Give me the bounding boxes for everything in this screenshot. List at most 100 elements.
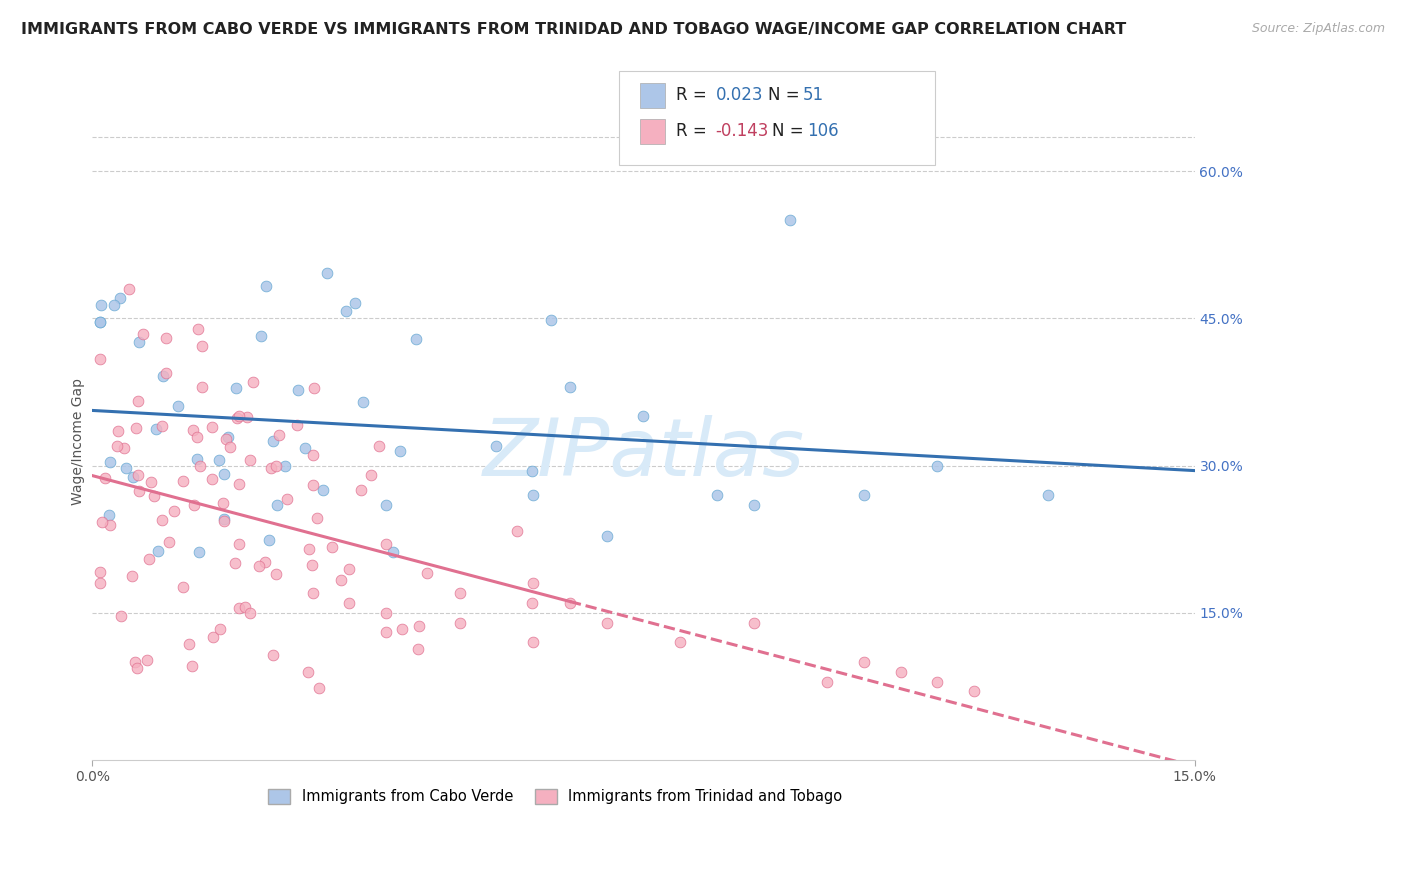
Point xyxy=(212,512,235,526)
Point xyxy=(927,458,949,473)
Point xyxy=(186,451,208,466)
Point xyxy=(520,464,543,478)
Point xyxy=(408,642,430,657)
Point xyxy=(89,316,111,330)
Point xyxy=(228,409,250,424)
Point xyxy=(188,545,211,559)
Point xyxy=(180,658,202,673)
Legend: Immigrants from Cabo Verde, Immigrants from Trinidad and Tobago: Immigrants from Cabo Verde, Immigrants f… xyxy=(262,783,848,810)
Point xyxy=(191,339,214,353)
Point xyxy=(890,665,912,679)
Point xyxy=(506,524,529,538)
Point xyxy=(239,452,262,467)
Point xyxy=(107,424,129,438)
Point xyxy=(91,515,114,529)
Point xyxy=(94,471,117,485)
Point xyxy=(236,409,259,424)
Point xyxy=(329,574,352,588)
Point xyxy=(247,558,270,573)
Point xyxy=(669,635,692,649)
Point xyxy=(742,615,765,630)
Point xyxy=(125,420,148,434)
Point xyxy=(208,453,231,467)
Text: 0.023: 0.023 xyxy=(716,87,763,104)
Point xyxy=(226,410,249,425)
Point xyxy=(150,513,173,527)
Text: IMMIGRANTS FROM CABO VERDE VS IMMIGRANTS FROM TRINIDAD AND TOBAGO WAGE/INCOME GA: IMMIGRANTS FROM CABO VERDE VS IMMIGRANTS… xyxy=(21,22,1126,37)
Point xyxy=(211,495,233,509)
Point xyxy=(191,380,214,394)
Point xyxy=(260,461,283,475)
Point xyxy=(335,304,357,318)
Point xyxy=(183,498,205,512)
Point xyxy=(201,419,224,434)
Point xyxy=(98,455,121,469)
Point xyxy=(285,417,308,432)
Point xyxy=(367,439,389,453)
Point xyxy=(127,660,149,674)
Point xyxy=(302,381,325,395)
Text: N =: N = xyxy=(772,122,808,140)
Point xyxy=(779,213,801,227)
Point xyxy=(316,266,339,280)
Point xyxy=(225,381,247,395)
Point xyxy=(177,637,200,651)
Point xyxy=(485,439,508,453)
Point xyxy=(209,622,232,636)
Text: 51: 51 xyxy=(803,87,824,104)
Point xyxy=(388,443,411,458)
Point xyxy=(163,504,186,518)
Text: ZIPatlas: ZIPatlas xyxy=(482,415,804,492)
Point xyxy=(217,430,239,444)
Point xyxy=(172,474,194,488)
Point xyxy=(540,313,562,327)
Point xyxy=(262,648,284,663)
Point xyxy=(90,298,112,312)
Point xyxy=(214,467,236,481)
Point xyxy=(218,440,240,454)
Point xyxy=(143,489,166,503)
Point xyxy=(128,484,150,499)
Point xyxy=(110,291,132,305)
Point xyxy=(852,488,875,502)
Point xyxy=(927,674,949,689)
Point xyxy=(742,498,765,512)
Point xyxy=(305,510,328,524)
Point xyxy=(167,400,190,414)
Point xyxy=(112,442,135,456)
Point xyxy=(202,630,225,644)
Point xyxy=(115,461,138,475)
Point xyxy=(595,615,617,630)
Point xyxy=(520,596,543,610)
Point xyxy=(815,674,838,689)
Point xyxy=(183,423,205,437)
Point xyxy=(152,419,174,434)
Point xyxy=(449,615,471,630)
Point xyxy=(172,580,194,594)
Point xyxy=(297,665,319,680)
Point xyxy=(105,439,128,453)
Point xyxy=(127,468,149,483)
Y-axis label: Wage/Income Gap: Wage/Income Gap xyxy=(72,377,86,505)
Point xyxy=(308,681,330,696)
Point xyxy=(128,334,150,349)
Point xyxy=(228,600,250,615)
Point xyxy=(287,383,309,397)
Point xyxy=(522,635,544,649)
Point xyxy=(301,478,323,492)
Point xyxy=(233,599,256,614)
Point xyxy=(963,684,986,698)
Point xyxy=(118,282,141,296)
Point xyxy=(360,467,382,482)
Point xyxy=(522,576,544,591)
Text: R =: R = xyxy=(676,87,713,104)
Point xyxy=(132,327,155,342)
Point xyxy=(228,476,250,491)
Point xyxy=(145,422,167,436)
Point xyxy=(121,569,143,583)
Point xyxy=(391,622,413,636)
Text: 106: 106 xyxy=(807,122,838,140)
Point xyxy=(375,625,398,640)
Point xyxy=(852,655,875,669)
Point xyxy=(337,562,360,576)
